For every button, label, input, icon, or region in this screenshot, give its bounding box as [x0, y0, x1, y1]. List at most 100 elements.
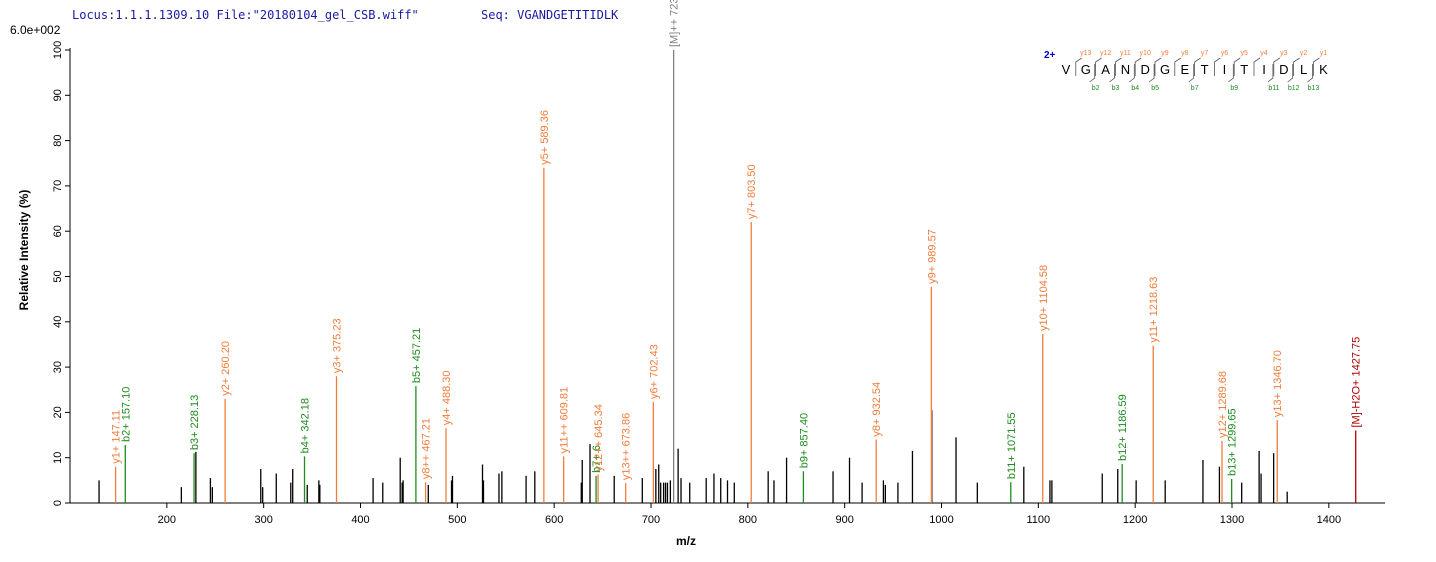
y-ion: y1: [1320, 50, 1328, 57]
y-bracket: [1273, 57, 1281, 76]
b-ion: b9: [1230, 85, 1238, 92]
peak-label: [M]-H2O+ 1427.75: [1351, 337, 1363, 428]
y-ion: y9: [1161, 50, 1169, 57]
peak-label: y5+ 589.36: [539, 110, 551, 165]
scale-label: 6.0e+002: [10, 23, 61, 37]
y-bracket: [1293, 57, 1300, 76]
peak-label: y4+ 488.30: [441, 371, 453, 426]
residue: K: [1319, 62, 1328, 77]
peak-label: y12++ 645.34: [593, 404, 605, 471]
peak-label: b7+ 6: [591, 445, 603, 473]
peak-label: b2+ 157.10: [120, 387, 132, 442]
y-ion: y11: [1120, 50, 1131, 57]
b-ion: b7: [1191, 85, 1199, 92]
residue: N: [1121, 62, 1130, 77]
x-tick-label: 1100: [1027, 514, 1051, 526]
y-tick-label: 40: [52, 316, 64, 328]
y-tick-label: 20: [52, 406, 64, 418]
y-tick-label: 50: [52, 270, 64, 282]
b-ion: b3: [1112, 85, 1120, 92]
b-ion: b4: [1131, 85, 1139, 92]
b-bracket: [1089, 64, 1096, 83]
peak-label: y6+ 702.43: [648, 344, 660, 399]
y-tick-label: 70: [52, 180, 64, 192]
header-locus: Locus:1.1.1.1309.10 File:"20180104_gel_C…: [72, 8, 419, 22]
x-tick-label: 1000: [929, 514, 953, 526]
y-ion: y4: [1260, 50, 1268, 57]
y-ion: y8: [1181, 50, 1189, 57]
peak-label: [M]++ 723.38: [669, 0, 681, 47]
y-ion: y3: [1280, 50, 1288, 57]
y-ion: y7: [1201, 50, 1209, 57]
peak-label: y2+ 260.20: [220, 341, 232, 396]
x-tick-label: 1400: [1317, 514, 1341, 526]
charge: 2+: [1044, 50, 1056, 61]
b-ion: b13: [1308, 85, 1320, 92]
residue: G: [1160, 62, 1170, 77]
b-ion: b11: [1268, 85, 1279, 92]
peak-label: b11+ 1071.55: [1006, 412, 1018, 479]
residue: V: [1062, 62, 1071, 77]
residue: I: [1223, 62, 1227, 77]
y-tick-label: 100: [52, 41, 64, 59]
b-bracket: [1307, 64, 1313, 83]
peak-label: b12+ 1186.59: [1117, 394, 1129, 461]
b-bracket: [1148, 64, 1155, 83]
x-tick-label: 200: [158, 514, 176, 526]
peak-label: b9+ 857.40: [798, 413, 810, 468]
peak-label: y9+ 989.57: [926, 229, 938, 284]
residue: T: [1240, 62, 1248, 77]
y-bracket: [1214, 57, 1221, 76]
y-bracket: [1233, 57, 1241, 76]
b-bracket: [1228, 64, 1234, 83]
residue: D: [1279, 62, 1288, 77]
y-tick-label: 0: [52, 500, 64, 506]
b-ion: b5: [1151, 85, 1159, 92]
y-ion: y6: [1221, 50, 1229, 57]
b-ion: b12: [1288, 85, 1300, 92]
x-tick-label: 1200: [1123, 514, 1147, 526]
peak-label: y7+ 803.50: [746, 164, 758, 219]
x-tick-label: 800: [739, 514, 757, 526]
x-tick-label: 700: [642, 514, 660, 526]
peak-label: y13+ 1346.70: [1272, 350, 1284, 417]
residue: T: [1201, 62, 1209, 77]
x-axis-label: m/z: [676, 534, 696, 548]
y-bracket: [1174, 57, 1182, 76]
b-bracket: [1129, 64, 1135, 83]
b-bracket: [1188, 64, 1195, 83]
b-bracket: [1109, 64, 1115, 83]
y-tick-label: 60: [52, 225, 64, 237]
peak-label: y8+ 932.54: [871, 382, 883, 437]
residue: D: [1141, 62, 1150, 77]
y-ion: y10: [1140, 50, 1151, 57]
x-tick-label: 400: [351, 514, 369, 526]
x-tick-label: 900: [835, 514, 853, 526]
peak-label: y10+ 1104.58: [1038, 265, 1050, 331]
y-axis-label: Relative Intensity (%): [17, 190, 31, 311]
residue: L: [1300, 62, 1307, 77]
peak-label: b4+ 342.18: [300, 398, 312, 453]
b-ion: b2: [1092, 85, 1100, 92]
residue: A: [1101, 62, 1110, 77]
peak-label: b3+ 228.13: [189, 395, 201, 450]
x-tick-label: 500: [448, 514, 466, 526]
y-bracket: [1253, 57, 1261, 76]
y-bracket: [1313, 57, 1320, 76]
y-ion: y12: [1100, 50, 1111, 57]
residue: G: [1081, 62, 1091, 77]
peak-label: b5+ 457.21: [411, 328, 423, 383]
y-bracket: [1095, 57, 1102, 76]
header-seq: Seq: VGANDGETITIDLK: [481, 8, 619, 22]
b-bracket: [1267, 64, 1274, 83]
y-tick-label: 80: [52, 134, 64, 146]
peak-label: y13++ 673.86: [621, 413, 633, 480]
y-bracket: [1075, 57, 1083, 76]
x-tick-label: 300: [254, 514, 272, 526]
y-tick-label: 10: [52, 452, 64, 464]
y-bracket: [1134, 57, 1142, 76]
y-tick-label: 90: [52, 89, 64, 101]
y-ion: y5: [1240, 50, 1248, 57]
peak-label: y3+ 375.23: [332, 318, 344, 373]
y-bracket: [1154, 57, 1162, 76]
